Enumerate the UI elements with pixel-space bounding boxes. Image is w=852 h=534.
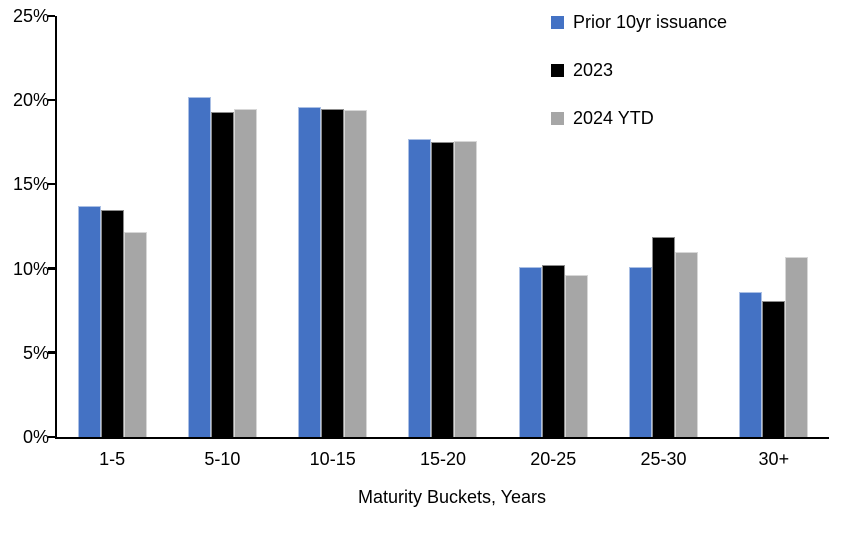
bar <box>629 266 653 437</box>
bar <box>518 266 542 437</box>
x-axis-label: 10-15 <box>309 449 356 469</box>
x-axis-label: 15-20 <box>419 449 466 469</box>
legend-item: Prior 10yr issuance <box>551 11 727 33</box>
bar-group <box>57 206 167 437</box>
bar <box>564 275 588 437</box>
y-tick-mark <box>48 182 55 186</box>
x-axis-label: 1-5 <box>99 449 126 469</box>
y-tick-label: 20% <box>12 90 49 111</box>
bar-group <box>278 106 388 437</box>
bar <box>187 96 211 437</box>
y-tick-label: 25% <box>12 6 49 26</box>
bar <box>652 236 676 437</box>
y-tick-label: 0% <box>22 427 49 447</box>
legend-label: 2023 <box>573 59 614 80</box>
y-tick-mark <box>48 351 55 354</box>
chart-legend: Prior 10yr issuance 2023 2024 YTD <box>551 11 727 155</box>
y-tick-mark <box>48 267 55 270</box>
legend-label: 2024 YTD <box>573 107 654 128</box>
bar <box>77 206 101 437</box>
y-tick-label: 5% <box>22 342 49 363</box>
x-axis-label: 30+ <box>758 449 790 469</box>
y-tick-mark <box>48 14 55 17</box>
bar <box>762 300 786 437</box>
x-axis-label: 5-10 <box>204 449 241 469</box>
bar <box>321 108 345 437</box>
bar <box>431 142 455 437</box>
legend-swatch-icon <box>551 63 564 77</box>
bar-group <box>608 236 718 437</box>
bar <box>541 265 565 437</box>
x-axis-label: 20-25 <box>530 449 577 469</box>
x-axis-label: 25-30 <box>640 449 687 469</box>
bar-group <box>167 96 277 437</box>
legend-item: 2023 <box>551 59 727 81</box>
bar-group <box>388 138 498 437</box>
y-tick-mark <box>48 98 55 102</box>
bar <box>298 106 322 437</box>
legend-label: Prior 10yr issuance <box>573 11 728 32</box>
x-axis-title: Maturity Buckets, Years <box>357 487 547 507</box>
legend-swatch-icon <box>551 111 564 125</box>
bar <box>785 256 809 437</box>
plot-area: 0% 5% 10% 15% 20% 25% <box>13 6 829 447</box>
y-tick-label: 15% <box>12 174 49 195</box>
bar <box>675 251 699 437</box>
bar <box>210 112 234 437</box>
bar-group <box>498 265 608 437</box>
y-tick-mark <box>48 435 55 438</box>
bar-groups <box>57 16 829 437</box>
bar <box>100 209 124 437</box>
x-axis: 1-5 5-10 10-15 15-20 20-25 25-30 30+ <box>57 449 829 470</box>
bar <box>123 231 147 437</box>
bar <box>344 110 368 437</box>
y-tick-label: 10% <box>12 258 49 279</box>
legend-swatch-icon <box>551 15 564 29</box>
bar-group <box>719 256 829 437</box>
bar <box>454 140 478 437</box>
bar <box>408 138 432 437</box>
bar <box>233 108 257 437</box>
bar <box>739 292 763 437</box>
legend-item: 2024 YTD <box>551 107 727 129</box>
